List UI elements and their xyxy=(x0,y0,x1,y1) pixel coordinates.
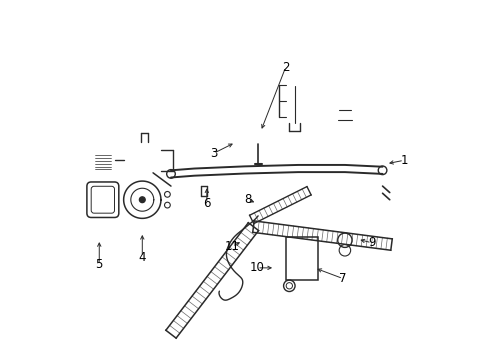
Text: 3: 3 xyxy=(210,147,217,159)
Text: 6: 6 xyxy=(203,197,210,210)
Text: 5: 5 xyxy=(95,258,103,271)
Circle shape xyxy=(139,197,145,203)
Bar xyxy=(285,237,317,280)
Text: 4: 4 xyxy=(138,251,146,264)
Text: 2: 2 xyxy=(282,60,289,73)
Text: 7: 7 xyxy=(339,272,346,285)
Text: 11: 11 xyxy=(224,240,239,253)
Text: 10: 10 xyxy=(249,261,264,274)
Text: 9: 9 xyxy=(367,236,375,249)
Text: 8: 8 xyxy=(244,193,251,206)
Text: 1: 1 xyxy=(400,154,407,167)
